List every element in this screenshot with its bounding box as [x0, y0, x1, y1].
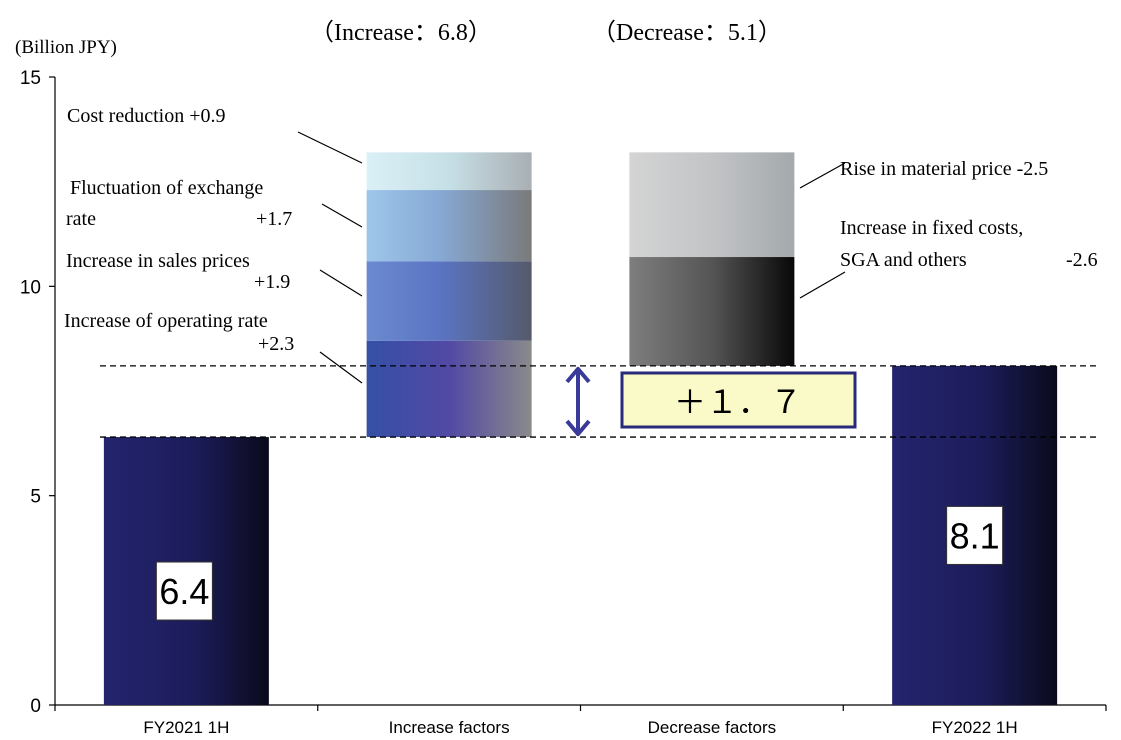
- leader-line: [319, 351, 363, 384]
- y-tick-label: 0: [30, 696, 41, 717]
- leader-line: [799, 271, 846, 299]
- net-change-arrow-head-down: [565, 419, 591, 437]
- leader-line: [319, 269, 363, 297]
- decrease-factor-label: Increase in fixed costs,: [840, 217, 1023, 239]
- x-tick-label: FY2022 1H: [932, 718, 1018, 737]
- x-tick-label: Increase factors: [389, 718, 510, 737]
- unit-label: (Billion JPY): [15, 37, 117, 58]
- decrease-segment: [629, 257, 795, 366]
- x-tick-label: FY2021 1H: [143, 718, 229, 737]
- bar-end-label: 8.1: [950, 515, 1000, 556]
- increase-header: （Increase：6.8）: [310, 20, 492, 46]
- decrease-factor-label: Rise in material price -2.5: [840, 158, 1048, 180]
- y-tick-label: 10: [20, 277, 41, 298]
- decrease-factor-label: SGA and others: [840, 249, 967, 271]
- increase-segment: [366, 261, 532, 341]
- bar-start-label: 6.4: [159, 571, 209, 612]
- bar-end-label-box: [946, 505, 1004, 565]
- increase-factor-value: +1.9: [254, 271, 290, 293]
- y-tick-label: 5: [30, 487, 41, 508]
- increase-segment: [366, 152, 532, 191]
- increase-segment: [366, 190, 532, 262]
- net-change-box: [620, 371, 857, 429]
- x-tick-label: Decrease factors: [648, 718, 777, 737]
- increase-factor-label: Fluctuation of exchange: [70, 177, 263, 199]
- leader-line: [799, 162, 846, 189]
- y-tick-label: 15: [20, 68, 41, 89]
- increase-factor-value: +1.7: [256, 208, 292, 230]
- increase-factor-label: rate: [66, 208, 96, 230]
- bar-start-label-box: [155, 561, 213, 621]
- decrease-segment: [629, 152, 795, 258]
- leader-line: [321, 203, 363, 228]
- net-change-arrow-head-up: [565, 366, 591, 384]
- net-change-label: ＋１．７: [674, 384, 802, 420]
- decrease-header: （Decrease：5.1）: [592, 20, 782, 46]
- increase-factor-label: Increase of operating rate: [64, 310, 268, 332]
- increase-segment: [366, 340, 532, 438]
- increase-factor-label: Increase in sales prices: [66, 250, 250, 272]
- increase-factor-label: Cost reduction +0.9: [67, 105, 226, 127]
- leader-line: [297, 131, 363, 164]
- decrease-factor-value: -2.6: [1066, 249, 1098, 271]
- increase-factor-value: +2.3: [258, 333, 294, 355]
